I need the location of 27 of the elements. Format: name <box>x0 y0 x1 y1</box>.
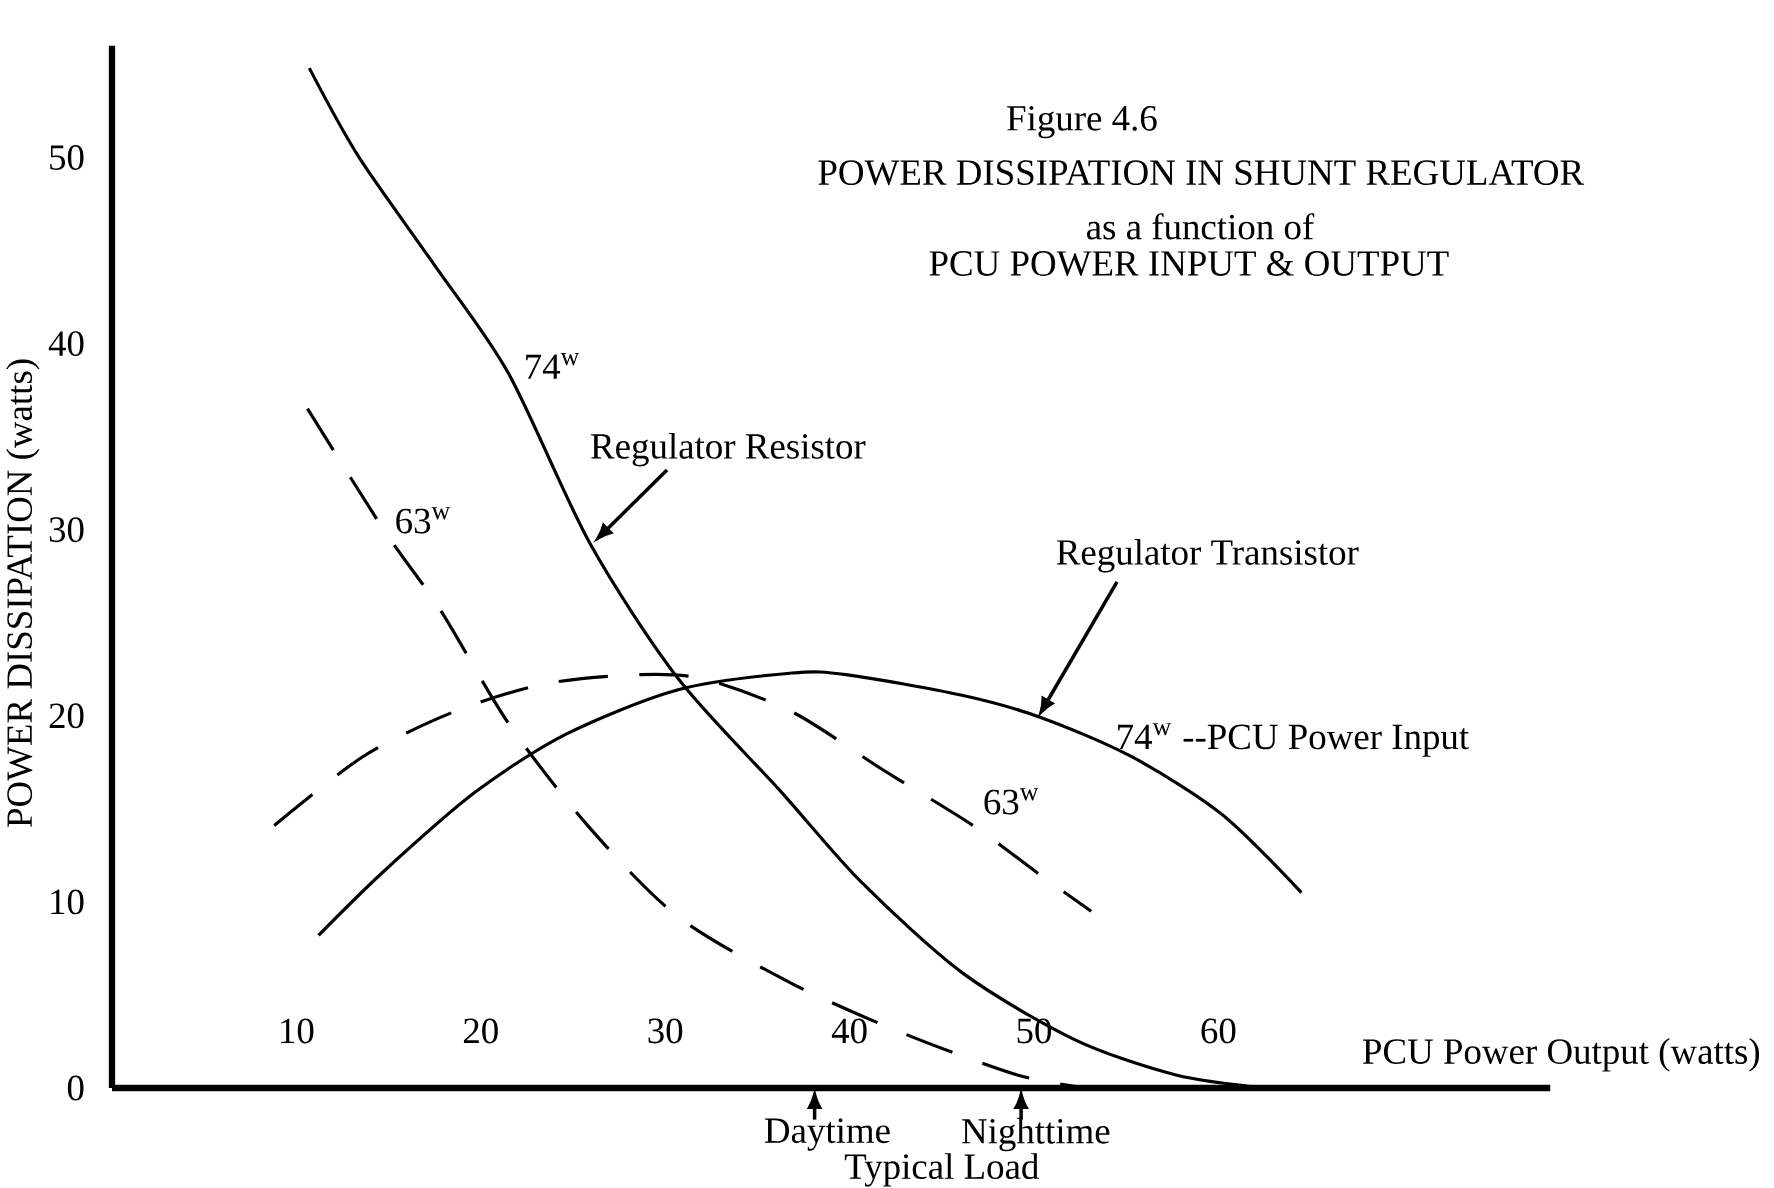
text: Daytime <box>764 1118 890 1151</box>
y-tick-label: 20 <box>49 703 84 729</box>
x-tick-label: 50 <box>1017 1018 1052 1044</box>
annotation: Regulator Transistor <box>1056 538 1359 573</box>
y-axis-title: POWER DISSIPATION (watts) <box>6 359 40 827</box>
text: Typical Load <box>844 1153 1039 1187</box>
y-tick-label: 40 <box>48 331 84 357</box>
x-tick-label: 40 <box>831 1018 867 1044</box>
annotation: Regulator Resistor <box>591 432 866 467</box>
x-tick-label: 60 <box>1201 1018 1236 1044</box>
annotation: PCU POWER INPUT & OUTPUT <box>929 251 1449 277</box>
y-tick-label: 10 <box>51 889 84 915</box>
text: POWER DISSIPATION IN SHUNT REGULATOR <box>818 160 1585 186</box>
x-axis-title: PCU Power Output (watts) <box>1362 1038 1760 1072</box>
y-tick-label: 0 <box>67 1075 84 1101</box>
x-tick-label: 30 <box>648 1018 683 1044</box>
text: Nighttime <box>962 1117 1110 1152</box>
series-label: 74$^{w}$ <box>526 353 580 379</box>
series-label: 63$^{w}$ <box>984 788 1039 815</box>
annotation: Figure 4.6 <box>1007 105 1157 139</box>
y-tick-label: 30 <box>49 517 84 543</box>
series-label: 63$^{w}$ <box>396 507 451 534</box>
x-tick-label: 10 <box>281 1018 314 1044</box>
text: as a function of <box>1087 213 1315 240</box>
y-tick-label: 50 <box>50 145 84 170</box>
x-tick-label: 20 <box>463 1018 498 1044</box>
series-label: 74$^{w}$ --PCU Power Input <box>1118 723 1469 757</box>
